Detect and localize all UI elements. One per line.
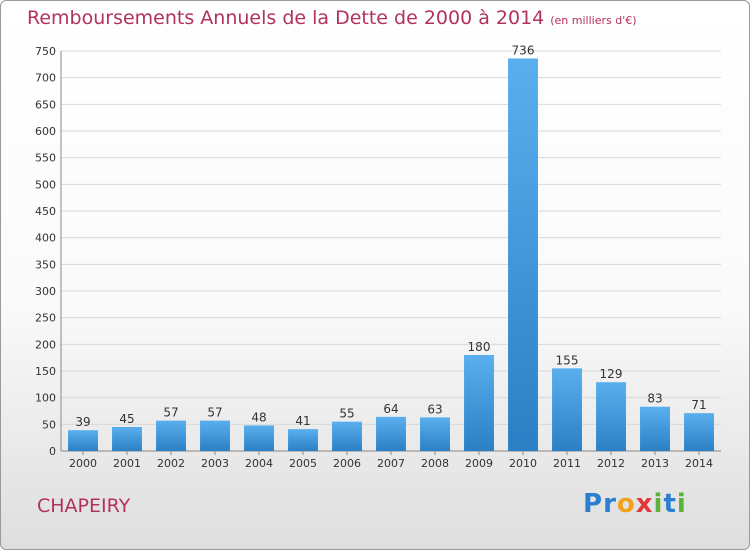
x-tick-label: 2009 bbox=[465, 457, 493, 470]
x-tick-label: 2010 bbox=[509, 457, 537, 470]
bar bbox=[288, 429, 318, 451]
y-tick-label: 600 bbox=[35, 125, 56, 138]
x-tick-label: 2003 bbox=[201, 457, 229, 470]
bar bbox=[68, 430, 98, 451]
bar-value-label: 129 bbox=[600, 367, 623, 381]
bar-value-label: 63 bbox=[427, 402, 442, 416]
y-tick-label: 700 bbox=[35, 72, 56, 85]
bar-value-label: 64 bbox=[383, 402, 398, 416]
bar bbox=[464, 355, 494, 451]
bar bbox=[376, 416, 406, 451]
bar-value-label: 57 bbox=[163, 406, 178, 420]
logo-letter: x bbox=[635, 489, 654, 519]
y-tick-label: 400 bbox=[35, 232, 56, 245]
bar-value-label: 71 bbox=[691, 398, 706, 412]
x-tick-label: 2004 bbox=[245, 457, 273, 470]
bar bbox=[332, 421, 362, 451]
bar-value-label: 155 bbox=[556, 353, 579, 367]
bar-value-label: 45 bbox=[119, 412, 134, 426]
y-tick-label: 350 bbox=[35, 258, 56, 271]
logo-letter: o bbox=[616, 489, 636, 519]
logo-letter: r bbox=[603, 489, 617, 519]
y-tick-label: 100 bbox=[35, 392, 56, 405]
y-tick-label: 650 bbox=[35, 98, 56, 111]
bar bbox=[244, 425, 274, 451]
y-tick-label: 300 bbox=[35, 285, 56, 298]
bar bbox=[640, 406, 670, 451]
bar-value-label: 57 bbox=[207, 406, 222, 420]
x-tick-label: 2006 bbox=[333, 457, 361, 470]
bar bbox=[200, 420, 230, 451]
x-tick-label: 2007 bbox=[377, 457, 405, 470]
x-tick-label: 2005 bbox=[289, 457, 317, 470]
y-tick-label: 0 bbox=[49, 445, 56, 458]
bar bbox=[420, 417, 450, 451]
town-name: CHAPEIRY bbox=[37, 495, 131, 517]
bar bbox=[596, 382, 626, 451]
bar-value-label: 83 bbox=[647, 392, 662, 406]
y-tick-label: 200 bbox=[35, 338, 56, 351]
bar bbox=[552, 368, 582, 451]
bars: 39 45 57 57 48 41 55 64 63 180 736 155 129 83 71 bbox=[68, 43, 714, 451]
chart-subtitle: (en milliers d'€) bbox=[550, 14, 637, 27]
bar-value-label: 736 bbox=[512, 43, 535, 57]
x-tick-label: 2012 bbox=[597, 457, 625, 470]
x-tick-label: 2002 bbox=[157, 457, 185, 470]
x-tick-label: 2011 bbox=[553, 457, 581, 470]
y-tick-label: 50 bbox=[42, 418, 56, 431]
logo-letter: t bbox=[663, 489, 677, 519]
bar-value-label: 41 bbox=[295, 414, 310, 428]
bar-value-label: 55 bbox=[339, 407, 354, 421]
bar-value-label: 180 bbox=[468, 340, 491, 354]
x-tick-label: 2001 bbox=[113, 457, 141, 470]
y-tick-label: 150 bbox=[35, 365, 56, 378]
chart-title-text: Remboursements Annuels de la Dette de 20… bbox=[27, 7, 545, 29]
logo-letter: i bbox=[676, 489, 687, 519]
x-tick-label: 2008 bbox=[421, 457, 449, 470]
y-tick-label: 450 bbox=[35, 205, 56, 218]
y-tick-label: 500 bbox=[35, 178, 56, 191]
y-tick-label: 550 bbox=[35, 152, 56, 165]
bar bbox=[684, 413, 714, 451]
logo-letter: P bbox=[583, 489, 604, 519]
y-tick-labels: 0 50 100 150 200 250 300 350 400 450 500 550 600 650 7… bbox=[35, 45, 56, 458]
y-tick-label: 750 bbox=[35, 45, 56, 58]
x-tick-label: 2013 bbox=[641, 457, 669, 470]
bar-value-label: 48 bbox=[251, 410, 266, 424]
x-tick-label: 2014 bbox=[685, 457, 713, 470]
bar bbox=[508, 58, 538, 451]
chart-title: Remboursements Annuels de la Dette de 20… bbox=[27, 7, 637, 29]
bar bbox=[156, 420, 186, 451]
bar bbox=[112, 427, 142, 451]
y-tick-label: 250 bbox=[35, 312, 56, 325]
proxiti-logo: Proxiti bbox=[583, 489, 687, 519]
bar-value-label: 39 bbox=[75, 415, 90, 429]
logo-letter: i bbox=[653, 489, 664, 519]
x-tick-labels: 2000 2001 2002 2003 2004 2005 2006 2007 2008 2009… bbox=[69, 451, 713, 470]
x-tick-label: 2000 bbox=[69, 457, 97, 470]
